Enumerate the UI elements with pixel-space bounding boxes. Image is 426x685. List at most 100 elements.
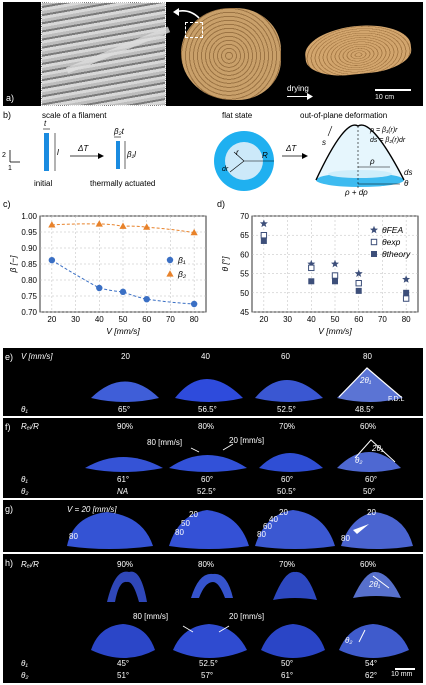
panel-g: g) V = 20 [mm/s] 80 20 50 80 20 40 60 80… — [3, 500, 423, 552]
h-row1-2: 50° — [281, 659, 294, 668]
y-tick-label: 0.80 — [21, 276, 37, 285]
x-tick-label: 30 — [71, 315, 80, 324]
panel-f-header: Rₑᵢ/R — [21, 422, 39, 431]
y-tick-label: 0.95 — [21, 228, 37, 237]
h-col-1: 80% — [198, 560, 215, 569]
h-two-theta: 2θ₁ — [369, 580, 381, 589]
x-tick-label: 40 — [95, 315, 104, 324]
panel-e-header: V [mm/s] — [21, 352, 53, 361]
e-cones — [91, 367, 403, 402]
h-row2-label: θ₂ — [21, 671, 29, 680]
g-c2-0: 20 — [189, 510, 198, 519]
y-tick-label: 0.85 — [21, 260, 37, 269]
legend-label: θtheory — [382, 249, 411, 259]
f-row2-3: 50° — [363, 487, 376, 496]
data-point — [259, 219, 268, 228]
legend-marker — [166, 256, 174, 264]
f-row2-2: 50.5° — [277, 487, 296, 496]
f-row2-label: θ₂ — [21, 487, 29, 496]
g-c4-1: 80 — [341, 534, 350, 543]
g-c2-1: 50 — [181, 519, 190, 528]
data-point — [308, 278, 315, 285]
y-tick-label: 1.00 — [21, 212, 37, 221]
g-cones — [67, 510, 413, 549]
lbl-dT2: ΔT — [286, 144, 297, 153]
f-row1-3: 60° — [365, 475, 378, 484]
axis-2: 2 — [2, 152, 6, 159]
f-col-1: 80% — [198, 422, 215, 431]
e-col-0: 20 — [121, 352, 130, 361]
legend-marker — [371, 251, 377, 257]
e-theta-0: 65° — [118, 405, 131, 414]
data-point — [143, 296, 150, 303]
e-fdl: F.D.L — [388, 396, 405, 403]
y-tick-label: 50 — [240, 289, 249, 298]
f-row1-1: 60° — [201, 475, 214, 484]
title-filament: scale of a filament — [42, 111, 107, 120]
data-point — [96, 284, 103, 292]
e-col-3: 80 — [363, 352, 372, 361]
e-theta-3: 48.5° — [355, 405, 374, 414]
h-scale-label: 10 mm — [391, 671, 413, 678]
g-c3-3: 80 — [257, 530, 266, 539]
data-point — [331, 272, 339, 279]
y-tick-label: 0.70 — [21, 308, 37, 317]
wood-disc-image — [181, 8, 281, 100]
data-point — [355, 280, 362, 287]
dried-disc-image — [302, 20, 414, 80]
lbl-t: t — [44, 119, 47, 128]
lbl-dr: dr — [222, 166, 229, 173]
legend-marker — [166, 270, 174, 277]
h-speed-b: 20 [mm/s] — [229, 612, 265, 621]
x-axis-label: V [mm/s] — [318, 326, 352, 336]
x-tick-label: 30 — [283, 315, 292, 324]
x-tick-label: 20 — [259, 315, 268, 324]
h-row2-1: 57° — [201, 671, 214, 680]
panel-g-label: g) — [5, 504, 14, 514]
panel-d-label: d) — [217, 199, 226, 209]
lbl-dT1: ΔT — [78, 144, 89, 153]
data-point — [332, 278, 338, 285]
e-two-theta: 2θ₁ — [360, 376, 372, 385]
eq1: ρ = β₁(r)r — [370, 127, 398, 134]
f-speed-a: 80 [mm/s] — [147, 438, 183, 447]
data-point — [402, 295, 410, 302]
chart-d: 20 30 40 50 60 70 80 45 50 55 60 65 70 V [mm/s] θ [°] θ… — [220, 212, 419, 336]
y-tick-label: 65 — [240, 231, 249, 240]
scale-bar — [375, 89, 411, 91]
lbl-R: R — [262, 151, 268, 160]
e-theta-1: 56.5° — [198, 405, 217, 414]
title-flat: flat state — [222, 111, 253, 120]
data-point — [403, 289, 410, 296]
lbl-initial: initial — [34, 179, 53, 188]
x-tick-label: 60 — [142, 315, 151, 324]
h-col-3: 60% — [360, 560, 377, 569]
e-col-2: 60 — [281, 352, 290, 361]
data-point — [48, 256, 56, 264]
h-row2-0: 51° — [117, 671, 130, 680]
f-theta2: θ₂ — [355, 456, 363, 465]
h-row1-3: 54° — [365, 659, 378, 668]
lbl-thermal: thermally actuated — [90, 179, 156, 188]
f-row1-2: 60° — [281, 475, 294, 484]
legend-marker — [370, 225, 378, 234]
h-theta2: θ₂ — [345, 636, 353, 645]
f-row1-label: θ₁ — [21, 475, 28, 484]
drying-arrow — [287, 96, 309, 97]
data-point — [355, 287, 362, 294]
h-speed-a: 80 [mm/s] — [133, 612, 169, 621]
h-row2-2: 61° — [281, 671, 294, 680]
e-theta-2: 52.5° — [277, 405, 296, 414]
series-trend-line — [51, 259, 195, 305]
h-row1-0: 45° — [117, 659, 130, 668]
axis-1: 1 — [8, 165, 12, 172]
g-c2-2: 80 — [175, 528, 184, 537]
data-point — [402, 275, 411, 283]
panel-h: h) Rₑᵢ/R 90% 80% 70% 60% 2θ₁ 80 [mm/s] 2… — [3, 554, 423, 683]
panel-e: e) V [mm/s] 20 40 60 80 2θ₁ F.D.L θ₁ 65°… — [3, 348, 423, 416]
h-row1-1: 52.5° — [199, 659, 218, 668]
legend-label: θexp — [382, 237, 401, 247]
y-tick-label: 0.75 — [21, 292, 37, 301]
lbl-rho: ρ — [370, 157, 375, 166]
